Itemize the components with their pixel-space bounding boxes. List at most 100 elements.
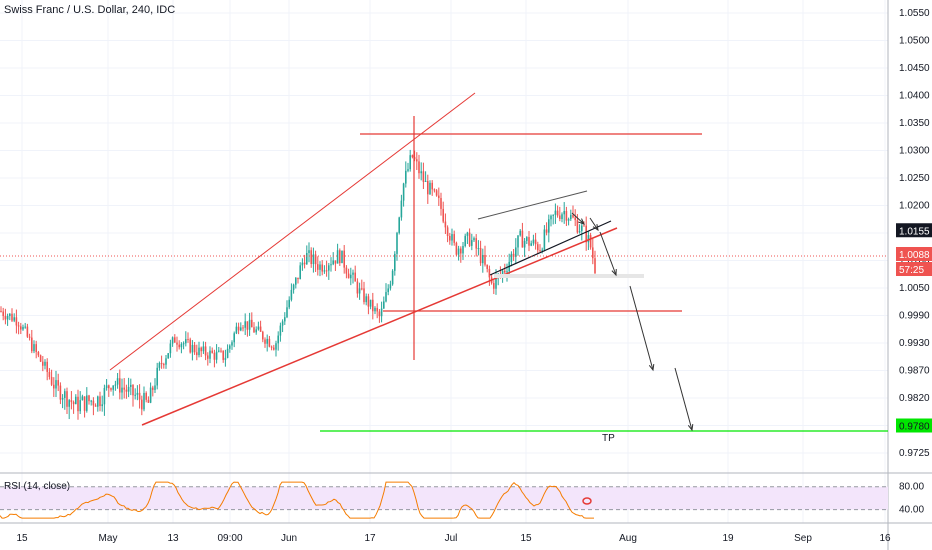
candle-body <box>81 396 84 401</box>
candle-body <box>20 326 22 330</box>
candle-body <box>152 387 154 390</box>
price-tick-label: 0.9820 <box>899 393 930 404</box>
candle-body <box>284 317 286 322</box>
candle-body <box>77 396 79 412</box>
candle-body <box>460 248 462 254</box>
candle-body <box>33 344 35 352</box>
candle-body <box>42 361 44 366</box>
candle-body <box>380 308 383 317</box>
candle-body <box>543 229 546 250</box>
candle-body <box>61 397 64 400</box>
candle-body <box>66 391 68 407</box>
candle-body <box>376 307 378 312</box>
candle-body <box>565 210 568 221</box>
candle-body <box>281 321 284 326</box>
candle-body <box>405 170 407 184</box>
candle-body <box>185 339 187 344</box>
candle-body <box>22 326 24 330</box>
candle-body <box>314 254 317 265</box>
candle-body <box>75 396 77 405</box>
candle-body <box>108 385 110 389</box>
price-tick-label: 1.0300 <box>899 146 930 157</box>
candle-body <box>257 326 260 330</box>
candle-body <box>578 231 581 233</box>
price-badge-bg <box>896 418 932 433</box>
price-tick-label: 0.9990 <box>899 311 930 322</box>
candle-body <box>156 367 158 386</box>
candle-body <box>193 344 196 353</box>
candle-body <box>191 344 194 353</box>
candle-body <box>213 352 216 360</box>
candle-body <box>17 325 20 327</box>
candle-body <box>374 307 376 312</box>
candle-body <box>572 214 574 218</box>
candle-body <box>323 270 326 272</box>
candle-body <box>169 343 172 354</box>
price-badge-bg <box>896 223 932 238</box>
candle-body <box>317 264 319 270</box>
candle-body <box>125 389 128 392</box>
candle-body <box>574 217 576 221</box>
price-axis[interactable]: 1.0550 1.0500 1.0450 1.0400 1.0350 1.0300 1.02… <box>896 8 932 516</box>
candle-body <box>28 336 31 338</box>
candle-body <box>279 325 282 336</box>
candle-body <box>431 182 433 190</box>
candle-body <box>341 250 343 264</box>
arrow-2 <box>629 285 654 371</box>
candle-body <box>387 288 389 293</box>
candle-body <box>110 388 112 390</box>
candle-body <box>495 276 497 289</box>
time-axis[interactable]: 15 May 13 09:00 Jun 17 Jul 15 Aug 19 Sep 16 <box>16 533 891 544</box>
trend-drawings <box>0 92 888 432</box>
candle-body <box>354 272 356 282</box>
time-tick-label: Jun <box>281 533 297 544</box>
candle-body <box>145 392 147 400</box>
candle-body <box>178 344 180 348</box>
price-tick-label: 1.0400 <box>899 91 930 102</box>
candle-body <box>209 350 211 359</box>
candle-body <box>116 378 119 385</box>
price-tick-label: 1.0550 <box>899 8 930 19</box>
arrow-small-2 <box>589 217 599 231</box>
candle-body <box>473 238 475 241</box>
candle-body <box>528 237 530 246</box>
candle-body <box>92 400 95 406</box>
candle-body <box>70 400 73 403</box>
candle-body <box>475 238 477 249</box>
time-tick-label: Jul <box>445 533 458 544</box>
candle-body <box>72 402 75 405</box>
candle-body <box>119 378 121 393</box>
candle-body <box>251 319 253 328</box>
candle-body <box>79 400 81 412</box>
candle-body <box>4 316 7 320</box>
candle-body <box>248 319 251 330</box>
price-badge-label: 0.9780 <box>899 422 930 433</box>
candle-body <box>2 311 4 317</box>
arrow-small <box>571 212 585 225</box>
candle-body <box>68 400 70 407</box>
candle-body <box>182 343 185 345</box>
candle-body <box>510 253 513 262</box>
price-tick-label: 1.0450 <box>899 63 930 74</box>
candle-body <box>130 384 132 387</box>
arrow-1 <box>599 231 617 276</box>
candle-body <box>466 232 469 236</box>
candle-body <box>409 155 411 170</box>
candle-body <box>292 284 295 290</box>
candle-body <box>86 395 88 411</box>
candle-body <box>418 161 420 174</box>
candle-body <box>455 242 458 255</box>
candle-body <box>391 270 394 285</box>
candle-body <box>345 267 348 274</box>
candle-body <box>367 296 370 307</box>
candle-body <box>576 220 579 233</box>
price-tick-label: 1.0350 <box>899 118 930 129</box>
candle-body <box>204 346 207 356</box>
candle-body <box>526 237 528 241</box>
wedge-upper-line <box>477 190 588 220</box>
candle-body <box>123 387 125 390</box>
candle-body <box>246 321 249 330</box>
candle-body <box>242 327 244 329</box>
